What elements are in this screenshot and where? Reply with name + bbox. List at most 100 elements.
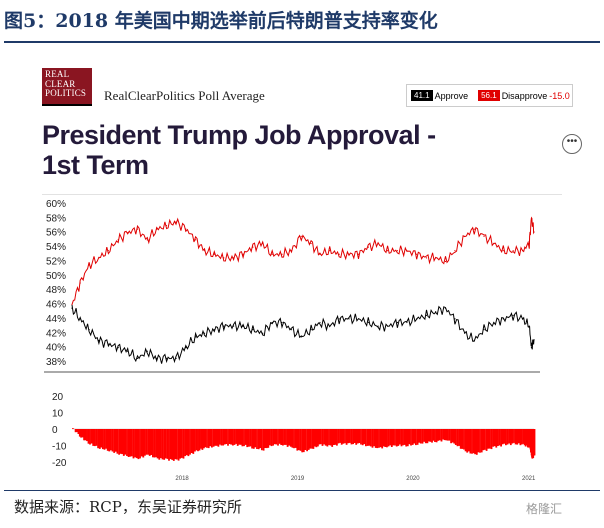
spread-bar [527,429,529,448]
spread-bar [363,429,366,445]
spread-bar [368,429,371,446]
spread-bar [119,429,122,454]
figure-source: 数据来源：RCP，东吴证券研究所 [14,498,242,516]
spread-bar [134,429,136,458]
spread-bar [171,429,174,460]
spread-bar [513,429,515,443]
spread-bar [508,429,510,444]
spread-bar [294,429,297,448]
spread-bar [326,429,329,447]
spread-bar [179,429,182,459]
disapprove-data-point [396,250,398,252]
spread-bar [217,429,220,447]
spread-bar [477,429,480,453]
approve-data-point [348,318,350,320]
spread-bar [379,429,382,448]
disapprove-data-point [165,224,168,227]
spread-bar [244,429,247,445]
spread-bar [358,429,361,443]
spread-bar [432,429,435,441]
spread-bar [503,429,506,444]
disapprove-data-point [493,242,495,245]
approve-data-point [185,347,187,349]
spread-bar [301,429,304,453]
spread-bar [270,429,273,447]
spread-bar [158,429,161,460]
spread-bar [403,429,406,445]
spread-bar [397,429,400,446]
spread-bar [77,429,80,434]
spread-bar [302,429,305,453]
spread-value: -15.0 [549,90,570,101]
approve-data-point [533,339,535,341]
spread-bar [438,429,441,441]
x-tick-label: 2021 [522,476,536,482]
spread-bar [472,429,475,454]
disapprove-data-point [473,228,475,230]
spread-bar [336,429,338,446]
spread-bar [140,429,143,457]
spread-bar [198,429,201,451]
spread-bar [493,429,496,447]
spread-bar [84,429,87,441]
spread-bar [448,429,451,441]
spread-bar [410,429,412,446]
disapprove-data-point [483,235,485,237]
spread-bar [323,429,325,445]
approve-data-point [367,321,369,324]
spread-bar [511,429,514,444]
spread-bar [304,429,307,450]
spread-bar [344,429,346,444]
spread-bar [498,429,501,446]
spread-bar [156,429,159,459]
spread-bar [328,429,330,446]
disapprove-data-point [416,253,418,255]
spread-bar [187,429,190,457]
logo-line-1: REAL [45,69,70,79]
spread-bar [458,429,460,446]
spread-bar [103,429,106,450]
spread-bar [206,429,208,448]
spread-bar [145,429,148,455]
disapprove-data-point [156,228,158,230]
spread-bar [384,429,387,447]
spread-bar [378,429,380,448]
spread-bar [500,429,502,447]
disapprove-data-point [406,250,408,252]
disapprove-data-point [530,217,533,219]
y-tick-label: 56% [46,228,66,239]
spread-bar [307,429,310,450]
disapprove-data-point [522,250,524,252]
spread-bar [132,429,135,459]
spread-bar [72,428,74,429]
spread-y-tick-label: 10 [52,409,64,420]
rcp-logo[interactable]: REAL CLEAR POLITICS [42,68,92,104]
spread-bar [463,429,465,450]
disapprove-data-point [502,250,504,252]
disapprove-data-point [281,253,283,255]
spread-bar [311,429,313,449]
spread-bar [442,429,444,440]
spread-bar [319,429,322,445]
chart-title: President Trump Job Approval - 1st Term [42,120,436,180]
approve-data-point [71,307,73,309]
spread-bar [334,429,337,445]
approve-data-point [338,318,340,320]
approve-data-point [416,318,418,320]
spread-bar [113,429,116,453]
spread-bar [200,429,202,449]
spread-bar [169,429,172,460]
spread-bar [469,429,472,454]
spread-bar [528,429,530,448]
y-tick-label: 42% [46,328,66,339]
spread-bar [126,429,128,456]
spread-bar [488,429,491,449]
approve-data-point [464,332,466,334]
spread-bar [324,429,327,446]
spread-bar [299,429,302,451]
approve-data-point [357,318,360,320]
x-tick-label: 2019 [291,476,305,482]
spread-bar [405,429,408,447]
spread-bar [282,429,284,446]
more-options-button[interactable]: ••• [562,134,582,154]
